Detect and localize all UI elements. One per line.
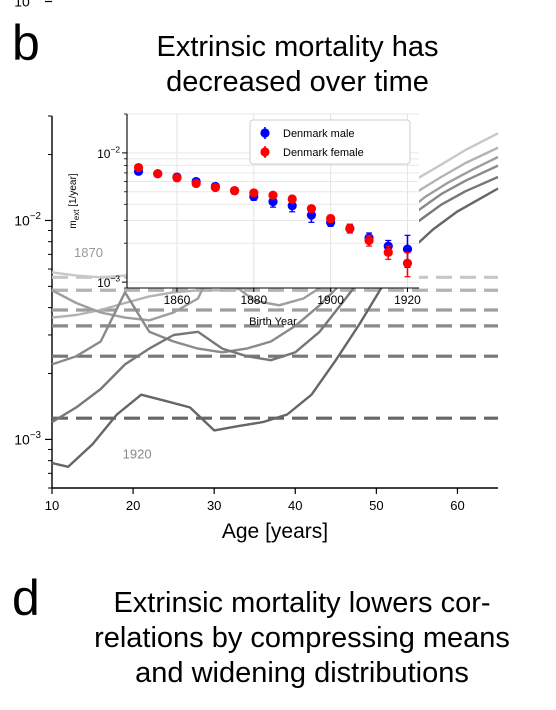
inset-x-tick-label: 1880 (240, 293, 267, 307)
inset-x-axis-label: Birth Year (249, 316, 297, 328)
inset-data-point (345, 223, 355, 234)
inset-y-tick-label: 10−2 (97, 144, 120, 160)
main-y-tick-label: 10−2 (14, 211, 41, 228)
inset-x-tick-label: 1860 (164, 293, 191, 307)
main-y-tick-label: 10−1 (14, 0, 41, 10)
inset-y-axis-label: mext [1/year] (68, 173, 81, 228)
panel-d-title-line-2: relations by compressing means (94, 622, 510, 654)
inset-data-point (133, 162, 144, 173)
inset-data-point (249, 188, 259, 198)
inset-y-tick-label: 10−3 (97, 274, 120, 290)
inset-data-point (326, 214, 336, 224)
inset-data-point (268, 190, 278, 200)
main-annotation-label: 1920 (123, 446, 152, 461)
panel-d-title-line-1: Extrinsic mortality lowers cor- (113, 587, 491, 619)
inset-legend-marker (260, 147, 270, 157)
inset-legend-label: Denmark male (283, 128, 355, 140)
main-x-tick-label: 10 (45, 498, 59, 513)
inset-data-point (306, 204, 317, 214)
inset-data-point (268, 196, 278, 207)
inset-legend-marker (260, 128, 270, 138)
main-y-tick-label: 10−3 (14, 430, 41, 447)
main-axes: 10 20 30 40 50 60 10−3 10−2 10−1 (14, 0, 498, 513)
inset-legend-label: Denmark female (283, 147, 364, 159)
panel-b-title: Extrinsic mortality has decreased over t… (70, 30, 525, 100)
inset-data-point (229, 186, 240, 196)
main-x-tick-label: 50 (369, 498, 383, 513)
main-x-tick-label: 40 (288, 498, 302, 513)
main-series-line (51, 155, 499, 322)
panel-d-title-line-3: and widening distributions (135, 657, 469, 689)
panel-d-letter: d (12, 570, 40, 626)
inset-x-tick-label: 1900 (317, 293, 344, 307)
inset-x-tick-label: 1920 (394, 293, 421, 307)
inset-data-point (364, 235, 374, 246)
main-x-tick-label: 60 (450, 498, 464, 513)
main-annotation-label: 1870 (74, 245, 103, 260)
main-annotations: 1870 1920 (74, 245, 152, 461)
panel-b-title-line-1: Extrinsic mortality has (156, 31, 439, 63)
inset-data-point (287, 194, 297, 204)
main-series-line (51, 187, 499, 468)
inset-data-point (402, 244, 413, 254)
panel-b-title-line-2: decreased over time (166, 66, 429, 98)
panel-b-letter: b (12, 15, 40, 71)
inset-data-point (306, 210, 317, 220)
inset-axes: 1860 1880 1900 1920 10−3 10−2 mext [1/year] (68, 113, 421, 307)
inset-data-point (383, 247, 393, 257)
inset-data-point (402, 258, 413, 268)
main-x-tick-label: 20 (126, 498, 140, 513)
inset-points-group (133, 162, 413, 278)
inset-data-point (210, 182, 220, 193)
inset-data-point (287, 201, 297, 211)
inset-legend: Denmark male Denmark female (249, 119, 411, 165)
panel-d-title: Extrinsic mortality lowers cor- relation… (52, 586, 552, 691)
inset-data-point (153, 169, 163, 179)
main-x-axis-label: Age [years] (222, 520, 328, 543)
inset-data-point (191, 178, 201, 189)
inset-data-point (172, 173, 182, 183)
inset-legend-box (249, 119, 411, 165)
main-x-tick-label: 30 (207, 498, 221, 513)
